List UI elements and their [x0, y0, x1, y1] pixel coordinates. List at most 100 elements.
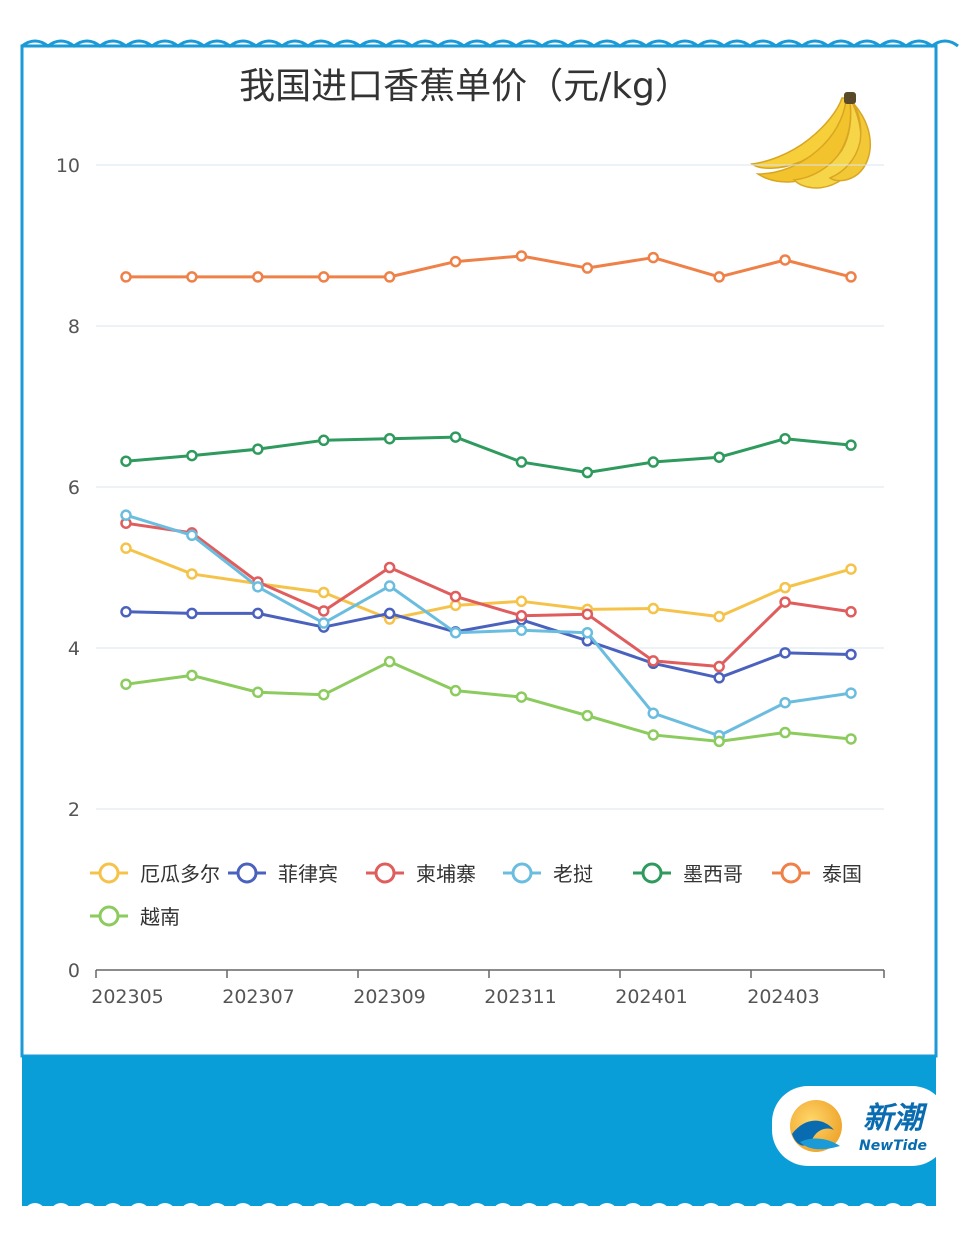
data-point[interactable]	[317, 434, 330, 447]
data-point[interactable]	[449, 684, 462, 697]
data-point[interactable]	[383, 271, 396, 283]
data-point[interactable]	[449, 431, 462, 443]
data-point[interactable]	[581, 262, 594, 274]
data-point[interactable]	[120, 455, 132, 467]
data-point[interactable]	[449, 626, 462, 639]
y-tick-label: 10	[56, 155, 80, 177]
data-point[interactable]	[647, 707, 660, 719]
legend-label: 越南	[140, 905, 180, 929]
data-point[interactable]	[845, 439, 857, 451]
data-point[interactable]	[779, 254, 791, 266]
data-point[interactable]	[120, 678, 132, 690]
data-point[interactable]	[252, 607, 264, 620]
legend-item[interactable]: 柬埔寨	[366, 862, 476, 886]
data-point[interactable]	[779, 647, 791, 659]
data-point[interactable]	[120, 542, 132, 554]
data-point[interactable]	[317, 688, 330, 701]
data-point[interactable]	[186, 449, 198, 462]
data-point[interactable]	[186, 568, 198, 580]
series-line	[125, 610, 852, 680]
scallop	[258, 1203, 280, 1225]
data-point[interactable]	[383, 580, 396, 592]
data-point[interactable]	[120, 509, 132, 521]
scallop	[154, 1203, 176, 1225]
legend-marker	[374, 862, 396, 884]
data-point[interactable]	[186, 669, 198, 682]
legend-marker	[780, 862, 802, 884]
data-point[interactable]	[383, 432, 396, 445]
legend-item[interactable]: 厄瓜多尔	[90, 862, 220, 886]
data-point[interactable]	[186, 529, 198, 542]
data-point[interactable]	[581, 709, 594, 722]
data-point[interactable]	[779, 432, 791, 445]
series-line	[126, 254, 852, 279]
scallop	[50, 1203, 72, 1225]
data-point[interactable]	[647, 456, 660, 468]
data-point[interactable]	[252, 271, 264, 283]
data-point[interactable]	[581, 466, 594, 479]
scallop	[752, 1203, 774, 1225]
legend-item[interactable]: 老挝	[503, 862, 593, 886]
x-tick-label: 202401	[615, 986, 688, 1008]
data-point[interactable]	[779, 581, 791, 594]
data-point[interactable]	[845, 563, 857, 575]
data-point[interactable]	[647, 655, 660, 667]
data-point[interactable]	[713, 672, 725, 684]
data-point[interactable]	[317, 605, 330, 617]
data-point[interactable]	[845, 648, 857, 661]
scallop	[362, 1203, 384, 1225]
data-point[interactable]	[317, 617, 330, 629]
data-point[interactable]	[647, 729, 660, 741]
scalloped-bottom-edge	[24, 1203, 930, 1225]
data-point[interactable]	[515, 624, 528, 637]
data-point[interactable]	[713, 451, 725, 463]
legend-item[interactable]: 越南	[90, 905, 180, 929]
data-point[interactable]	[317, 586, 330, 599]
data-point[interactable]	[252, 581, 264, 593]
data-point[interactable]	[713, 610, 725, 623]
data-point[interactable]	[515, 595, 528, 608]
scallop	[882, 1203, 904, 1225]
legend-marker	[98, 905, 120, 927]
data-point[interactable]	[252, 686, 264, 699]
series-line	[125, 435, 852, 475]
scallop	[778, 1203, 800, 1225]
data-point[interactable]	[647, 602, 660, 615]
data-point[interactable]	[779, 696, 791, 709]
data-point[interactable]	[449, 590, 462, 603]
data-point[interactable]	[713, 660, 725, 673]
legend-item[interactable]: 菲律宾	[228, 862, 338, 886]
data-point[interactable]	[252, 443, 264, 455]
data-point[interactable]	[515, 610, 528, 622]
data-point[interactable]	[779, 726, 791, 739]
legend-item[interactable]: 泰国	[772, 862, 862, 886]
data-point[interactable]	[186, 607, 198, 620]
data-point[interactable]	[845, 606, 857, 618]
data-point[interactable]	[845, 733, 857, 745]
data-point[interactable]	[713, 735, 725, 748]
legend-item[interactable]: 墨西哥	[633, 862, 743, 886]
data-point[interactable]	[120, 271, 132, 283]
data-point[interactable]	[383, 607, 396, 620]
data-point[interactable]	[713, 271, 725, 283]
data-point[interactable]	[317, 271, 330, 283]
y-tick-label: 8	[68, 316, 80, 338]
legend-label: 墨西哥	[683, 862, 743, 886]
data-point[interactable]	[779, 596, 791, 608]
x-tick-label: 202305	[91, 986, 164, 1008]
data-point[interactable]	[515, 456, 528, 468]
data-point[interactable]	[383, 655, 396, 668]
brand-name-cn: 新潮	[863, 1101, 928, 1136]
data-point[interactable]	[845, 271, 857, 283]
data-point[interactable]	[581, 626, 594, 639]
data-point[interactable]	[186, 271, 198, 283]
data-point[interactable]	[120, 606, 132, 618]
data-point[interactable]	[449, 255, 462, 268]
data-point[interactable]	[581, 608, 594, 620]
data-point[interactable]	[515, 250, 528, 262]
data-point[interactable]	[383, 561, 396, 574]
data-point[interactable]	[647, 251, 660, 264]
scallop	[622, 1203, 644, 1225]
data-point[interactable]	[845, 687, 857, 699]
data-point[interactable]	[515, 691, 528, 703]
